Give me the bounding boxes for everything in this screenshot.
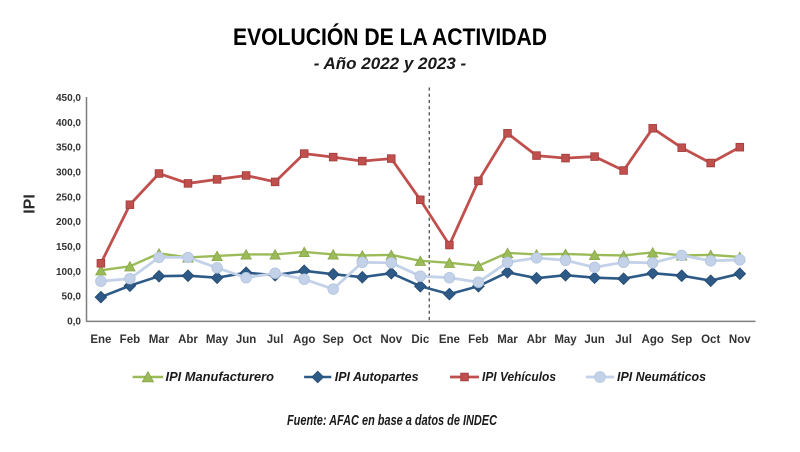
svg-text:IPI Neumáticos: IPI Neumáticos <box>617 369 706 384</box>
svg-text:Sep: Sep <box>671 334 692 346</box>
svg-text:Jul: Jul <box>615 334 632 346</box>
svg-text:Feb: Feb <box>120 334 140 346</box>
svg-text:EVOLUCIÓN DE LA ACTIVIDAD: EVOLUCIÓN DE LA ACTIVIDAD <box>233 23 547 51</box>
svg-text:Jun: Jun <box>584 334 604 346</box>
svg-text:100,0: 100,0 <box>56 267 81 278</box>
svg-text:Sep: Sep <box>323 334 344 346</box>
svg-text:Fuente: AFAC en base a datos d: Fuente: AFAC en base a datos de INDEC <box>287 412 498 429</box>
svg-text:Ago: Ago <box>642 334 664 346</box>
svg-text:Ene: Ene <box>90 334 111 346</box>
svg-text:400,0: 400,0 <box>56 118 81 129</box>
svg-text:300,0: 300,0 <box>56 168 81 179</box>
svg-text:IPI Manufacturero: IPI Manufacturero <box>166 369 275 384</box>
svg-text:Ago: Ago <box>293 334 315 346</box>
svg-text:Nov: Nov <box>729 334 751 346</box>
svg-text:IPI Autopartes: IPI Autopartes <box>335 369 419 384</box>
svg-text:- Año 2022 y 2023 -: - Año 2022 y 2023 - <box>314 54 467 73</box>
svg-text:Dic: Dic <box>411 334 430 346</box>
svg-text:350,0: 350,0 <box>56 143 81 154</box>
svg-text:Oct: Oct <box>701 334 720 346</box>
svg-text:Feb: Feb <box>468 334 488 346</box>
svg-text:Mar: Mar <box>497 334 518 346</box>
svg-text:150,0: 150,0 <box>56 242 81 253</box>
svg-text:Abr: Abr <box>527 334 547 346</box>
svg-text:200,0: 200,0 <box>56 217 81 228</box>
svg-text:50,0: 50,0 <box>62 292 82 303</box>
svg-text:Abr: Abr <box>178 334 198 346</box>
svg-text:IPI: IPI <box>22 194 39 214</box>
svg-text:Jul: Jul <box>267 334 284 346</box>
svg-text:250,0: 250,0 <box>56 192 81 203</box>
svg-text:Mar: Mar <box>149 334 170 346</box>
svg-text:Nov: Nov <box>380 334 402 346</box>
svg-text:450,0: 450,0 <box>56 93 81 104</box>
svg-text:May: May <box>206 334 229 346</box>
svg-text:Oct: Oct <box>353 334 372 346</box>
svg-text:Jun: Jun <box>236 334 256 346</box>
svg-text:Ene: Ene <box>439 334 460 346</box>
svg-text:0,0: 0,0 <box>67 316 81 327</box>
svg-text:May: May <box>554 334 577 346</box>
svg-text:IPI Vehículos: IPI Vehículos <box>482 369 556 384</box>
